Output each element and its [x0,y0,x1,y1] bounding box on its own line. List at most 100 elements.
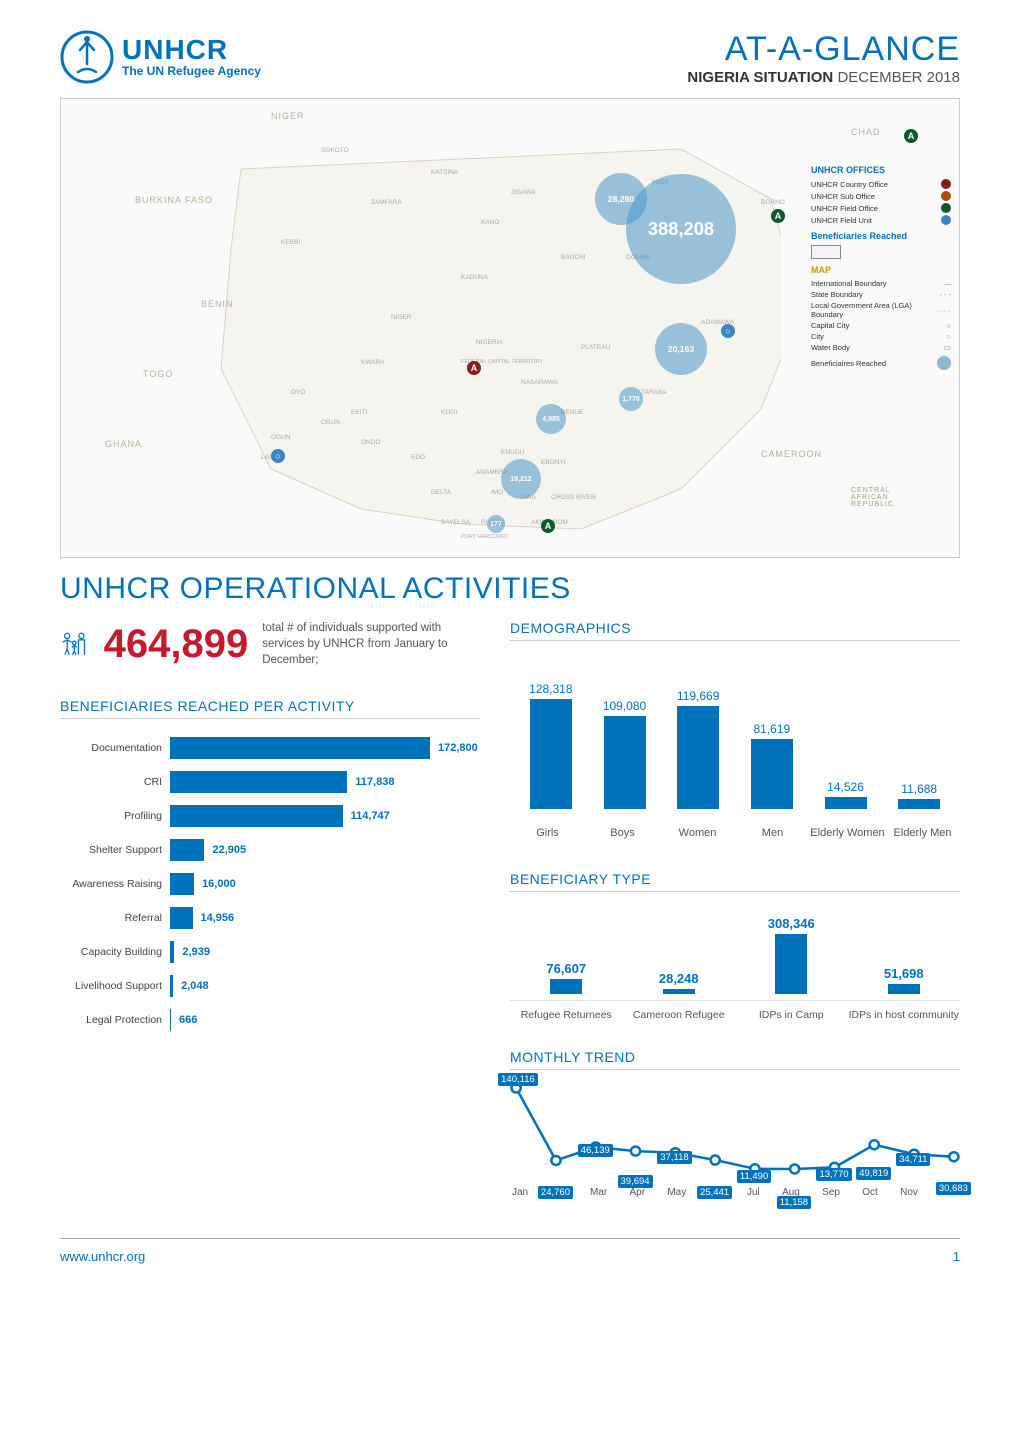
unhcr-logo: UNHCR The UN Refugee Agency [60,30,261,84]
btype-category: Cameroon Refugee [623,1009,736,1035]
activity-value: 14,956 [201,912,235,924]
trend-value-label: 11,490 [737,1170,771,1183]
demographics-title: DEMOGRAPHICS [510,620,960,641]
beneficiary-type-chart: 76,607 28,248 308,346 51,698 [510,904,960,994]
office-marker: A [467,361,481,375]
region-label: TARABA [641,389,667,396]
unhcr-laurel-icon [60,30,114,84]
btype-category: IDPs in host community [848,1009,961,1035]
page-header: UNHCR The UN Refugee Agency AT-A-GLANCE … [60,30,960,86]
region-label: KEBBI [281,239,300,246]
region-label: BORNO [761,199,785,206]
trend-value-label: 37,118 [657,1151,691,1164]
activity-value: 2,048 [181,980,209,992]
total-individuals-block: 464,899 total # of individuals supported… [60,620,480,668]
beneficiary-bubble: 388,208 [626,174,736,284]
activity-bar [170,737,430,759]
demographic-bar: 11,688 [882,782,956,809]
region-label: KATSINA [431,169,458,176]
region-label: KANO [481,219,499,226]
activity-label: Capacity Building [60,946,170,958]
trend-value-label: 25,441 [697,1186,732,1199]
demographic-bar: 109,080 [588,699,662,810]
country-label: TOGO [143,369,173,379]
region-label: EDO [411,454,425,461]
region-label: IMO [491,489,503,496]
activity-value: 22,905 [212,844,246,856]
trend-value-label: 49,819 [856,1167,891,1180]
office-marker: ○ [271,449,285,463]
trend-value-label: 24,760 [538,1186,573,1199]
trend-value-label: 39,694 [618,1175,653,1188]
trend-month: Apr [629,1187,645,1198]
trend-month: Sep [822,1187,840,1198]
logo-sub-text: The UN Refugee Agency [122,64,261,78]
country-label: GHANA [105,439,142,449]
region-label: ONDO [361,439,381,446]
btype-value: 76,607 [546,961,586,976]
activity-bar [170,805,343,827]
demographic-value: 81,619 [754,722,791,736]
activity-bar-row: Capacity Building 2,939 [60,935,480,969]
trend-month: Mar [590,1187,607,1198]
region-label: PLATEAU [581,344,610,351]
office-marker: A [904,129,918,143]
page-title: AT-A-GLANCE [687,30,960,69]
demographic-category: Elderly Women [810,827,885,853]
activity-bar-row: Awareness Raising 16,000 [60,867,480,901]
demographic-category: Women [660,827,735,853]
total-description: total # of individuals supported with se… [262,620,480,668]
activity-bar [170,975,173,997]
trend-month: Oct [862,1187,878,1198]
demographic-value: 119,669 [677,689,720,703]
region-label: ENUGU [501,449,524,456]
trend-month: Jan [512,1187,528,1198]
logo-main-text: UNHCR [122,36,261,64]
legend-map-row: Local Government Area (LGA) Boundary····… [811,301,951,319]
region-label: NIGER [391,314,412,321]
activity-bar [170,839,204,861]
demographic-value: 128,318 [529,682,572,696]
btype-value: 308,346 [768,916,815,931]
footer-page-number: 1 [953,1249,960,1264]
trend-value-label: 34,711 [896,1153,930,1166]
page-footer: www.unhcr.org 1 [60,1238,960,1264]
legend-map-row: City○ [811,332,951,341]
demographic-bar: 14,526 [809,780,883,809]
trend-month: May [667,1187,686,1198]
activity-label: Documentation [60,742,170,754]
office-marker: A [771,209,785,223]
trend-value-label: 13,770 [816,1168,851,1181]
demographic-value: 14,526 [827,780,864,794]
btype-bar: 28,248 [623,971,736,994]
activity-bar-row: CRI 117,838 [60,765,480,799]
region-label: EBONYI [541,459,566,466]
demographic-bar: 119,669 [661,689,735,809]
activity-value: 172,800 [438,742,478,754]
country-label: BURKINA FASO [135,195,213,205]
region-label: ZAMFARA [371,199,402,206]
legend-reached-title: Beneficiaries Reached [811,231,951,241]
activity-value: 16,000 [202,878,236,890]
region-label: NASARAWA [521,379,558,386]
activity-value: 114,747 [351,810,390,822]
office-marker: A [541,519,555,533]
btype-value: 51,698 [884,966,924,981]
family-icon [60,620,90,668]
activity-label: Profiling [60,810,170,822]
page-subtitle: NIGERIA SITUATION DECEMBER 2018 [687,69,960,86]
region-label: OYO [291,389,305,396]
trend-value-label: 46,139 [578,1144,613,1157]
activity-bar [170,873,194,895]
activity-bar [170,941,174,963]
region-label: OGUN [271,434,291,441]
btype-value: 28,248 [659,971,699,986]
beneficiary-bubble: 18,212 [501,459,541,499]
demographic-bar: 81,619 [735,722,809,809]
beneficiary-bubble: 4,985 [536,404,566,434]
region-label: EKITI [351,409,367,416]
activity-label: Legal Protection [60,1014,170,1026]
nigeria-map: NIGERCHADBURKINA FASOBENINTOGOGHANACAMER… [60,98,960,558]
region-label: CROSS RIVER [551,494,596,501]
activity-bar [170,907,193,929]
